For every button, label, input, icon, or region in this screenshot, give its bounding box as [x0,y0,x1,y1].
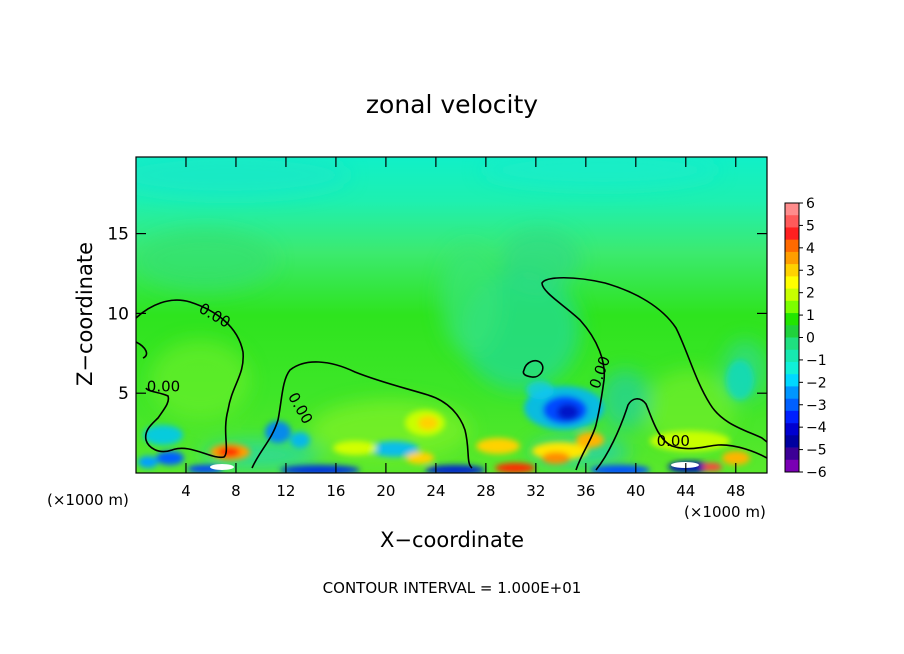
y-tick-label: 5 [118,384,129,404]
x-tick-label: 48 [726,482,745,500]
field-hole-right [671,462,699,468]
x-tick-label: 28 [476,482,495,500]
colorbar-swatch [785,398,799,412]
chart-title: zonal velocity [366,90,538,119]
colorbar-swatch [785,251,799,265]
x-tick-label: 32 [526,482,545,500]
colorbar-swatch [785,459,799,473]
colorbar-label: −5 [806,443,827,459]
field-hole-left [210,464,234,470]
x-tick-label: 44 [676,482,695,500]
y-tick-label: 15 [107,225,129,245]
contour-label: 0.00 [147,378,180,396]
colorbar-label: 5 [806,218,815,234]
contour-lower-right [595,398,767,471]
x-tick-label: 24 [426,482,445,500]
colorbar-label: 2 [806,286,815,302]
colorbar-swatch [785,325,799,338]
contour-center-plume [251,361,473,469]
colorbar-swatch [785,435,799,448]
plot-area: 0.000.000.000.000.00 [136,157,767,473]
colorbar-swatch [785,447,799,461]
y-axis-label: Z−coordinate [73,242,97,386]
colorbar-label: −3 [806,398,827,414]
y-tick-label: 10 [107,304,129,324]
colorbar: 6 5 4 3 2 1 0 −1 −2 −3 −4 −5 −6 [784,196,827,481]
colorbar-label: −6 [806,465,827,481]
colorbar-label: −4 [806,420,827,436]
colorbar-swatch [785,288,799,302]
colorbar-label: 1 [806,308,815,324]
colorbar-swatch [785,203,799,216]
plot-frame [135,156,768,474]
colorbar-label: 4 [806,241,815,257]
contour-right-hook [541,277,767,471]
colorbar-swatch [785,300,799,314]
x-unit-left: (×1000 m) [47,491,129,509]
colorbar-swatch [785,374,799,387]
colorbar-swatch [785,276,799,289]
x-unit-right: (×1000 m) [684,503,766,521]
colorbar-swatch [785,239,799,253]
colorbar-label: −2 [806,375,827,391]
contour-left-edge [136,341,148,359]
colorbar-label: 3 [806,263,815,279]
colorbar-swatch [785,227,799,240]
colorbar-swatch [785,215,799,228]
x-axis-label: X−coordinate [380,528,524,552]
colorbar-label: 0 [806,331,815,347]
x-axis: 4 8 12 16 20 24 28 32 36 40 44 48 [181,157,745,500]
x-tick-label: 36 [576,482,595,500]
colorbar-swatch [785,386,799,399]
colorbar-swatch [785,361,799,375]
x-tick-label: 40 [626,482,645,500]
contour-interval-note: CONTOUR INTERVAL = 1.000E+01 [323,579,582,597]
colorbar-swatch [785,264,799,277]
zero-contours [136,277,767,471]
x-tick-label: 8 [231,482,241,500]
x-tick-label: 16 [326,482,345,500]
contour-small-loop [522,360,544,378]
colorbar-swatch [785,313,799,326]
colorbar-swatch [785,423,799,436]
x-tick-label: 4 [181,482,191,500]
field-features [138,360,754,473]
colorbar-label: 6 [806,196,815,212]
colorbar-label: −1 [806,353,827,369]
x-tick-label: 20 [376,482,395,500]
colorbar-swatch [785,337,799,351]
contour-left-plume [136,299,244,459]
contour-label: 0.00 [657,432,690,450]
colorbar-swatch [785,410,799,424]
y-axis: 5 10 15 [107,225,767,404]
x-tick-label: 12 [276,482,295,500]
colorbar-swatch [785,349,799,363]
